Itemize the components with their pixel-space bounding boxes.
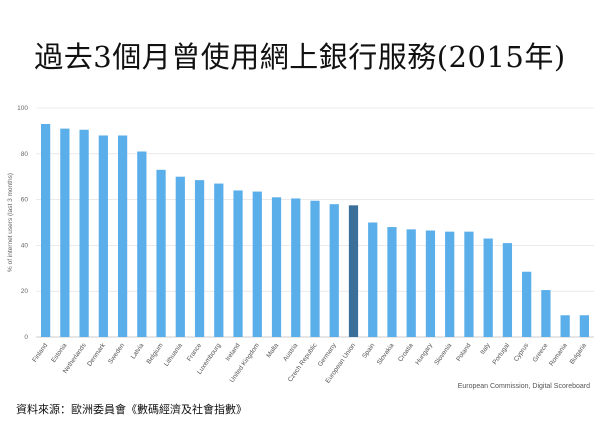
x-tick-label: Malta xyxy=(265,342,280,359)
x-tick-label: Romania xyxy=(548,342,569,368)
page-title: 過去3個月曾使用網上銀行服務(2015年) xyxy=(34,40,566,74)
x-tick-label: Sweden xyxy=(107,342,126,366)
bar-26 xyxy=(541,290,551,337)
bar-7 xyxy=(175,176,185,337)
bar-21 xyxy=(445,231,455,337)
bar-18 xyxy=(387,227,397,337)
x-tick-label: Portugal xyxy=(491,342,511,366)
bar-16 xyxy=(348,205,359,337)
x-tick-label: Estonia xyxy=(50,342,68,364)
bar-13 xyxy=(291,198,301,337)
y-tick-label: 100 xyxy=(17,105,28,112)
y-tick-label: 60 xyxy=(21,197,29,204)
bar-9 xyxy=(214,183,224,337)
y-axis-label: % of internet users (last 3 months) xyxy=(7,173,14,272)
bar-2 xyxy=(79,129,89,337)
bar-0 xyxy=(41,124,51,337)
bar-23 xyxy=(483,238,493,337)
bar-8 xyxy=(194,180,205,337)
bar-27 xyxy=(560,315,570,337)
bar-22 xyxy=(464,231,474,337)
x-tick-label: Hungary xyxy=(414,342,434,367)
x-tick-label: Austria xyxy=(282,342,300,363)
x-tick-label: Latvia xyxy=(130,342,146,361)
bar-17 xyxy=(368,222,378,337)
x-tick-label: Denmark xyxy=(86,342,107,368)
bar-12 xyxy=(271,197,282,337)
bar-19 xyxy=(406,229,416,337)
x-tick-label: Cyprus xyxy=(513,342,531,363)
x-tick-label: Greece xyxy=(532,342,550,364)
x-tick-label: Poland xyxy=(455,342,473,363)
bar-6 xyxy=(156,169,166,337)
x-tick-label: France xyxy=(186,342,204,363)
bar-20 xyxy=(425,230,436,337)
bar-1 xyxy=(60,128,70,337)
x-tick-label: Slovakia xyxy=(376,342,396,366)
y-tick-label: 40 xyxy=(21,242,29,249)
bar-15 xyxy=(329,204,339,337)
x-tick-label: Spain xyxy=(361,342,376,360)
bar-28 xyxy=(579,315,589,337)
bar-11 xyxy=(252,191,262,337)
x-tick-label: Belgium xyxy=(146,342,165,365)
x-tick-label: Ireland xyxy=(225,342,242,363)
bar-5 xyxy=(137,151,147,337)
y-tick-label: 20 xyxy=(21,288,29,295)
x-tick-label: Slovenia xyxy=(433,342,453,367)
bar-14 xyxy=(310,200,320,337)
chart-source: European Commission, Digital Scoreboard xyxy=(457,383,590,390)
x-tick-label: Finland xyxy=(31,342,49,364)
y-tick-label: 80 xyxy=(21,151,29,158)
x-tick-label: Italy xyxy=(479,342,492,356)
bar-25 xyxy=(522,271,532,337)
source-note: 資料來源：歐洲委員會《數碼經濟及社會指數》 xyxy=(16,403,247,416)
bar-10 xyxy=(233,190,243,337)
x-tick-label: Lithuania xyxy=(163,342,184,368)
bar-4 xyxy=(117,135,128,337)
y-tick-label: 0 xyxy=(24,334,28,341)
x-tick-label: Bulgaria xyxy=(569,342,589,366)
bar-24 xyxy=(502,243,513,337)
bar-3 xyxy=(98,135,108,337)
x-tick-label: Croatia xyxy=(397,342,415,363)
